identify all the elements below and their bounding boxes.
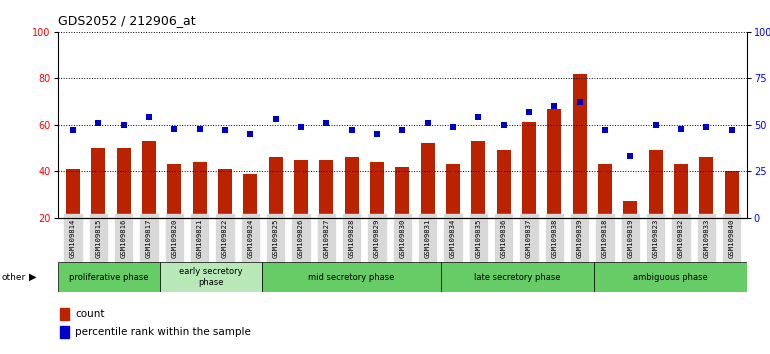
Point <box>472 115 484 120</box>
Point <box>244 131 256 137</box>
Bar <box>395 167 410 218</box>
Point <box>421 120 434 126</box>
Bar <box>446 164 460 218</box>
Point <box>497 122 510 128</box>
Point <box>193 126 206 131</box>
Point <box>675 126 687 131</box>
Point <box>371 131 383 137</box>
Text: proliferative phase: proliferative phase <box>69 273 149 281</box>
Bar <box>269 157 283 218</box>
Point <box>650 122 662 128</box>
Bar <box>522 122 536 218</box>
Bar <box>192 162 206 218</box>
Bar <box>471 141 485 218</box>
Point <box>270 116 282 122</box>
Bar <box>66 169 80 218</box>
Point <box>523 109 535 115</box>
Point <box>396 127 408 133</box>
Bar <box>160 262 262 292</box>
Bar <box>674 164 688 218</box>
Text: percentile rank within the sample: percentile rank within the sample <box>75 327 251 337</box>
Bar <box>294 160 308 218</box>
Bar <box>573 74 587 218</box>
Point <box>219 127 231 133</box>
Bar <box>92 148 105 218</box>
Bar <box>60 326 69 338</box>
Point <box>574 100 586 105</box>
Point <box>548 103 561 109</box>
Point <box>599 127 611 133</box>
Bar <box>547 109 561 218</box>
Point <box>295 124 307 130</box>
Bar <box>598 164 612 218</box>
Bar <box>60 308 69 320</box>
Bar <box>497 150 511 218</box>
Bar <box>262 262 440 292</box>
Point <box>142 115 155 120</box>
Bar <box>142 141 156 218</box>
Point <box>624 154 637 159</box>
Bar <box>243 173 257 218</box>
Point <box>447 124 459 130</box>
Bar <box>370 162 384 218</box>
Point <box>168 126 180 131</box>
Bar <box>648 150 663 218</box>
Text: ▶: ▶ <box>29 272 37 282</box>
Bar <box>320 160 333 218</box>
Bar <box>117 148 131 218</box>
Text: mid secretory phase: mid secretory phase <box>308 273 394 281</box>
Bar <box>345 157 359 218</box>
Text: late secretory phase: late secretory phase <box>474 273 561 281</box>
Point <box>346 127 358 133</box>
Bar <box>699 157 713 218</box>
Point <box>118 122 130 128</box>
Bar <box>594 262 747 292</box>
Bar <box>167 164 181 218</box>
Bar <box>725 171 738 218</box>
Bar <box>58 262 160 292</box>
Point <box>700 124 712 130</box>
Point <box>92 120 105 126</box>
Text: GDS2052 / 212906_at: GDS2052 / 212906_at <box>58 14 196 27</box>
Text: early secretory
phase: early secretory phase <box>179 267 243 287</box>
Point <box>725 127 738 133</box>
Bar <box>440 262 594 292</box>
Point <box>67 127 79 133</box>
Text: count: count <box>75 309 105 319</box>
Bar <box>218 169 232 218</box>
Point <box>320 120 333 126</box>
Text: ambiguous phase: ambiguous phase <box>633 273 708 281</box>
Text: other: other <box>2 273 25 281</box>
Bar <box>420 143 434 218</box>
Bar <box>624 201 638 218</box>
